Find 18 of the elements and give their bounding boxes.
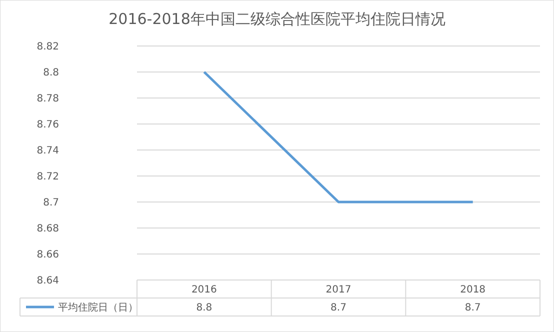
y-tick-label: 8.78: [36, 94, 59, 104]
y-tick-label: 8.7: [43, 198, 59, 208]
x-tick-label: 2017: [326, 284, 352, 296]
x-tick-label: 2018: [460, 284, 486, 296]
y-tick-label: 8.64: [36, 276, 59, 286]
y-tick-label: 8.66: [36, 250, 59, 260]
chart-title: 2016-2018年中国二级综合性医院平均住院日情况: [108, 10, 446, 28]
data-label: 8.8: [196, 302, 212, 314]
y-tick-label: 8.8: [43, 68, 59, 78]
data-label: 8.7: [330, 302, 346, 314]
y-tick-label: 8.74: [36, 146, 59, 156]
x-tick-label: 2016: [191, 284, 217, 296]
y-tick-label: 8.76: [36, 120, 59, 130]
y-tick-label: 8.68: [36, 224, 59, 234]
y-tick-label: 8.82: [36, 42, 59, 52]
y-tick-label: 8.72: [36, 172, 59, 182]
data-label: 8.7: [464, 302, 481, 314]
legend-label: 平均住院日（日）: [58, 302, 138, 314]
